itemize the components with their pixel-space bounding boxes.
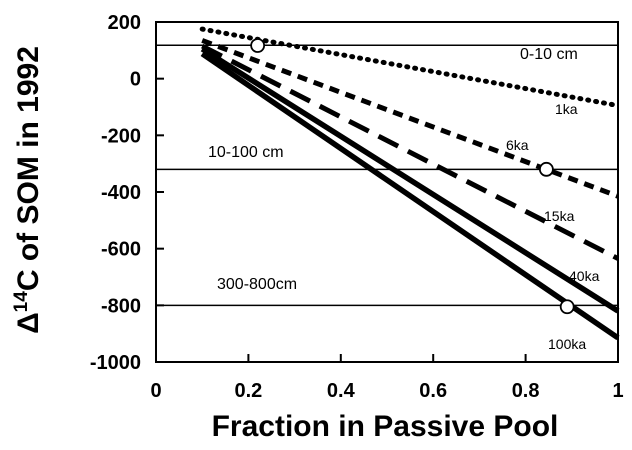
x-axis-title: Fraction in Passive Pool [212,410,559,443]
y-tick-label: -800 [101,295,141,317]
plot-frame [155,21,619,363]
series-label-15ka: 15ka [544,208,575,224]
marker-circle [250,38,266,53]
y-tick-label: -1000 [90,352,141,374]
y-tick-label: -600 [101,239,141,261]
ref-label-300-800cm: 300-800cm [217,276,297,293]
plot-lines [199,26,621,341]
y-tick-label: 200 [108,12,141,34]
markers [250,38,575,315]
series-label-40ka: 40ka [569,268,600,284]
x-tick-label: 1 [612,380,623,402]
x-tick-label: 0.2 [234,380,262,402]
series-line-15ka [201,43,620,261]
ref-label-10-100cm: 10-100 cm [208,144,284,161]
x-tick-label: 0 [150,380,161,402]
series-line-100ka [200,51,620,341]
x-tick-label: 0.8 [512,380,540,402]
series-label-1ka: 1ka [555,101,578,117]
y-axis-title-rest: C of SOM in 1992 [12,46,45,291]
x-tick-label: 0.4 [327,380,356,402]
series-label-6ka: 6ka [506,137,529,153]
y-tick-label: -400 [101,182,141,204]
series-line-1ka [199,26,621,109]
series-line-6ka [201,38,619,199]
y-axis-title-superscript: 14 [11,291,32,313]
marker-circle [538,161,554,177]
y-tick-label: 0 [130,69,141,91]
x-tick-label: 0.6 [419,380,447,402]
marker-circle [559,299,575,315]
ticks: 0 0.2 0.4 0.6 0.8 1 200 0 -200 -400 -600 -800 -1000 [90,12,624,402]
series-line-40ka [200,46,620,314]
series-label-100ka: 100ka [548,336,586,352]
y-tick-label: -200 [101,125,141,147]
ref-label-0-10cm: 0-10 cm [520,46,578,63]
y-axis-title-delta: Δ [12,312,45,334]
y-axis-title: Δ14C of SOM in 1992 [11,46,45,334]
